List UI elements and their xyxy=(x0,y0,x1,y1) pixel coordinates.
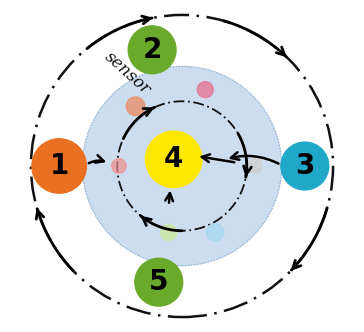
Circle shape xyxy=(135,258,183,306)
Text: 4: 4 xyxy=(164,145,183,173)
Circle shape xyxy=(206,224,224,241)
Circle shape xyxy=(32,139,86,193)
Text: 1: 1 xyxy=(50,152,69,180)
Circle shape xyxy=(128,26,176,74)
Circle shape xyxy=(248,159,262,173)
Circle shape xyxy=(197,82,213,98)
Circle shape xyxy=(161,224,177,240)
Circle shape xyxy=(146,131,202,188)
Circle shape xyxy=(281,142,329,190)
Text: sensor: sensor xyxy=(101,49,153,99)
Circle shape xyxy=(126,97,145,116)
Text: 2: 2 xyxy=(142,36,162,64)
Circle shape xyxy=(112,159,126,173)
Text: 5: 5 xyxy=(149,268,169,296)
Text: 3: 3 xyxy=(295,152,314,180)
Circle shape xyxy=(82,66,282,266)
